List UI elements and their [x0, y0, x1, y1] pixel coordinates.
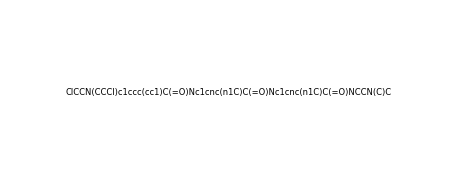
Text: ClCCN(CCCl)c1ccc(cc1)C(=O)Nc1cnc(n1C)C(=O)Nc1cnc(n1C)C(=O)NCCN(C)C: ClCCN(CCCl)c1ccc(cc1)C(=O)Nc1cnc(n1C)C(=… — [65, 88, 392, 97]
